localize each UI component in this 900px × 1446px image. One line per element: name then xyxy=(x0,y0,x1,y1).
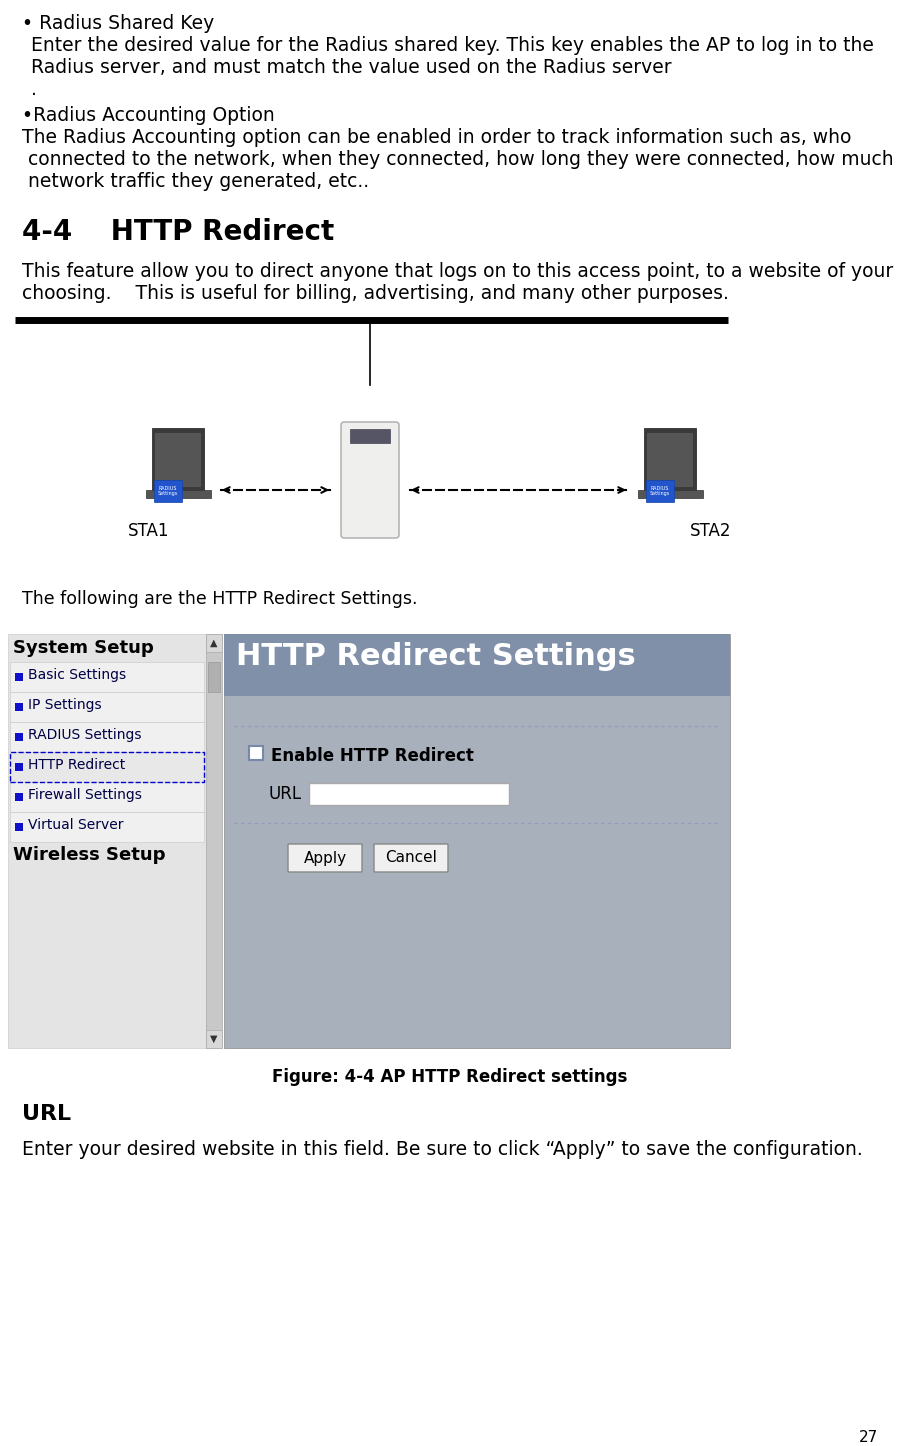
Text: This feature allow you to direct anyone that logs on to this access point, to a : This feature allow you to direct anyone … xyxy=(22,262,893,281)
Bar xyxy=(15,792,23,801)
Text: Enter the desired value for the Radius shared key. This key enables the AP to lo: Enter the desired value for the Radius s… xyxy=(25,36,874,55)
Bar xyxy=(10,782,204,813)
Text: RADIUS
Settings: RADIUS Settings xyxy=(158,486,178,496)
Text: 4-4    HTTP Redirect: 4-4 HTTP Redirect xyxy=(22,218,334,246)
Text: Enter your desired website in this field. Be sure to click “Apply” to save the c: Enter your desired website in this field… xyxy=(22,1139,863,1160)
Bar xyxy=(154,480,182,502)
Bar xyxy=(208,662,220,693)
Text: STA1: STA1 xyxy=(128,522,169,539)
Text: STA2: STA2 xyxy=(690,522,732,539)
Bar xyxy=(15,733,23,740)
Text: network traffic they generated, etc..: network traffic they generated, etc.. xyxy=(22,172,369,191)
Bar xyxy=(15,763,23,771)
Text: connected to the network, when they connected, how long they were connected, how: connected to the network, when they conn… xyxy=(22,150,894,169)
Bar xyxy=(10,813,204,842)
Bar xyxy=(644,428,696,490)
Bar xyxy=(15,703,23,711)
Bar xyxy=(309,782,509,805)
Text: HTTP Redirect: HTTP Redirect xyxy=(28,758,125,772)
Bar xyxy=(637,490,703,497)
Bar xyxy=(206,1030,222,1048)
Bar xyxy=(10,752,204,782)
Bar xyxy=(249,746,263,761)
Bar xyxy=(152,428,204,490)
Text: Figure: 4-4 AP HTTP Redirect settings: Figure: 4-4 AP HTTP Redirect settings xyxy=(273,1069,627,1086)
Bar xyxy=(647,432,693,487)
Text: System Setup: System Setup xyxy=(13,639,154,656)
Text: .: . xyxy=(25,80,37,98)
Bar xyxy=(350,429,390,442)
Text: RADIUS Settings: RADIUS Settings xyxy=(28,727,141,742)
Bar xyxy=(10,662,204,693)
Bar xyxy=(206,633,222,1048)
Bar xyxy=(15,672,23,681)
FancyBboxPatch shape xyxy=(341,422,399,538)
Text: The Radius Accounting option can be enabled in order to track information such a: The Radius Accounting option can be enab… xyxy=(22,129,851,147)
Bar xyxy=(10,693,204,722)
Text: Cancel: Cancel xyxy=(385,850,436,866)
Text: RADIUS
Settings: RADIUS Settings xyxy=(650,486,670,496)
Text: IP Settings: IP Settings xyxy=(28,698,102,711)
Bar xyxy=(206,633,222,652)
Text: Virtual Server: Virtual Server xyxy=(28,818,123,831)
Bar xyxy=(224,633,730,696)
Text: Apply: Apply xyxy=(303,850,346,866)
Bar xyxy=(15,823,23,831)
Bar xyxy=(646,480,674,502)
Text: ▲: ▲ xyxy=(211,638,218,648)
Text: ▼: ▼ xyxy=(211,1034,218,1044)
Text: •Radius Accounting Option: •Radius Accounting Option xyxy=(22,106,274,124)
Text: 27: 27 xyxy=(859,1430,878,1445)
Bar xyxy=(10,722,204,752)
FancyBboxPatch shape xyxy=(288,844,362,872)
Text: choosing.    This is useful for billing, advertising, and many other purposes.: choosing. This is useful for billing, ad… xyxy=(22,283,729,304)
Text: URL: URL xyxy=(22,1103,71,1124)
Bar xyxy=(224,633,730,1048)
Text: Radius server, and must match the value used on the Radius server: Radius server, and must match the value … xyxy=(25,58,671,77)
Bar xyxy=(146,490,211,497)
Text: Wireless Setup: Wireless Setup xyxy=(13,846,166,865)
Bar xyxy=(155,432,201,487)
Bar xyxy=(8,633,206,1048)
Text: Firewall Settings: Firewall Settings xyxy=(28,788,142,803)
Bar xyxy=(10,752,204,782)
Text: • Radius Shared Key: • Radius Shared Key xyxy=(22,14,214,33)
FancyBboxPatch shape xyxy=(374,844,448,872)
Text: Basic Settings: Basic Settings xyxy=(28,668,126,683)
Text: Enable HTTP Redirect: Enable HTTP Redirect xyxy=(271,748,474,765)
Text: URL: URL xyxy=(269,785,302,803)
Text: The following are the HTTP Redirect Settings.: The following are the HTTP Redirect Sett… xyxy=(22,590,418,607)
Text: HTTP Redirect Settings: HTTP Redirect Settings xyxy=(236,642,635,671)
